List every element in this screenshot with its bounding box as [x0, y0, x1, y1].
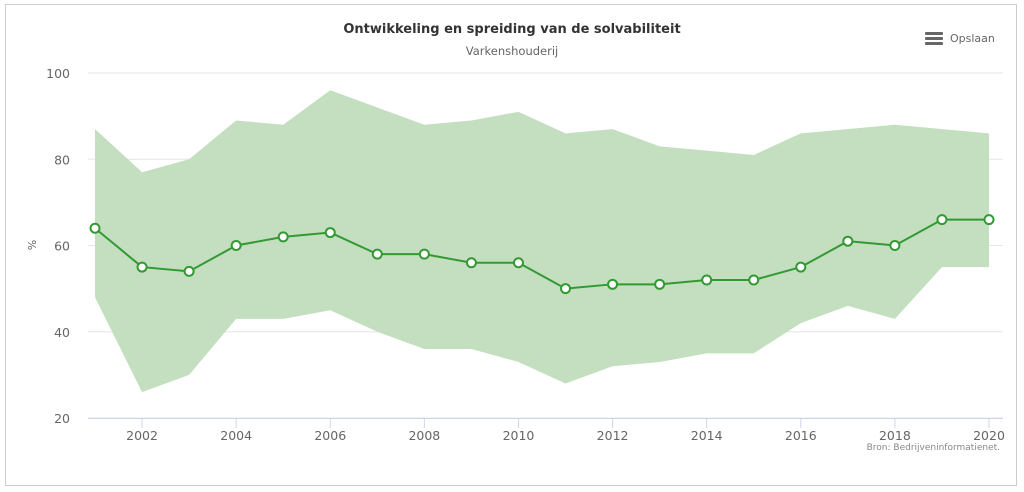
x-tick-label: 2004 [220, 428, 252, 443]
y-tick-label: 20 [54, 411, 70, 426]
data-point [371, 248, 383, 260]
x-tick-label: 2010 [503, 428, 535, 443]
data-point [324, 227, 336, 239]
x-tick-label: 2016 [785, 428, 817, 443]
chart-title: Ontwikkeling en spreiding van de solvabi… [343, 22, 681, 37]
y-tick-label: 60 [54, 239, 70, 254]
data-point [136, 261, 148, 273]
chart-subtitle: Varkenshouderij [465, 44, 559, 58]
x-tick-label: 2002 [126, 428, 158, 443]
data-point [936, 214, 948, 226]
x-tick-label: 2008 [408, 428, 440, 443]
data-point [512, 257, 524, 269]
y-axis-label: % [26, 240, 39, 250]
data-point [418, 248, 430, 260]
hamburger-menu-icon [925, 32, 943, 45]
data-point [607, 278, 619, 290]
save-label: Opslaan [950, 31, 995, 45]
save-button[interactable]: Opslaan [924, 30, 995, 46]
x-tick-label: 2020 [973, 428, 1005, 443]
data-point [983, 214, 995, 226]
y-tick-label: 40 [54, 325, 70, 340]
data-point [889, 240, 901, 251]
series-line [94, 218, 989, 290]
data-point [183, 265, 195, 277]
data-point [795, 261, 807, 273]
data-point [277, 231, 289, 243]
data-point [701, 274, 713, 286]
credits: Bron: Bedrijveninformatienet. [866, 443, 1000, 453]
x-tick-label: 2014 [691, 428, 723, 443]
data-point [560, 283, 572, 295]
x-tick-label: 2006 [314, 428, 346, 443]
x-tick-label: 2018 [879, 428, 911, 443]
data-point [465, 257, 477, 269]
y-tick-label: 80 [54, 152, 70, 167]
y-tick-label: 100 [46, 66, 70, 81]
data-point [654, 278, 666, 290]
data-point [842, 235, 854, 247]
x-tick-label: 2012 [597, 428, 629, 443]
data-point [748, 274, 760, 286]
chart-container [5, 4, 1017, 486]
range-band [95, 90, 989, 393]
data-point [230, 240, 242, 251]
data-point [89, 222, 101, 234]
